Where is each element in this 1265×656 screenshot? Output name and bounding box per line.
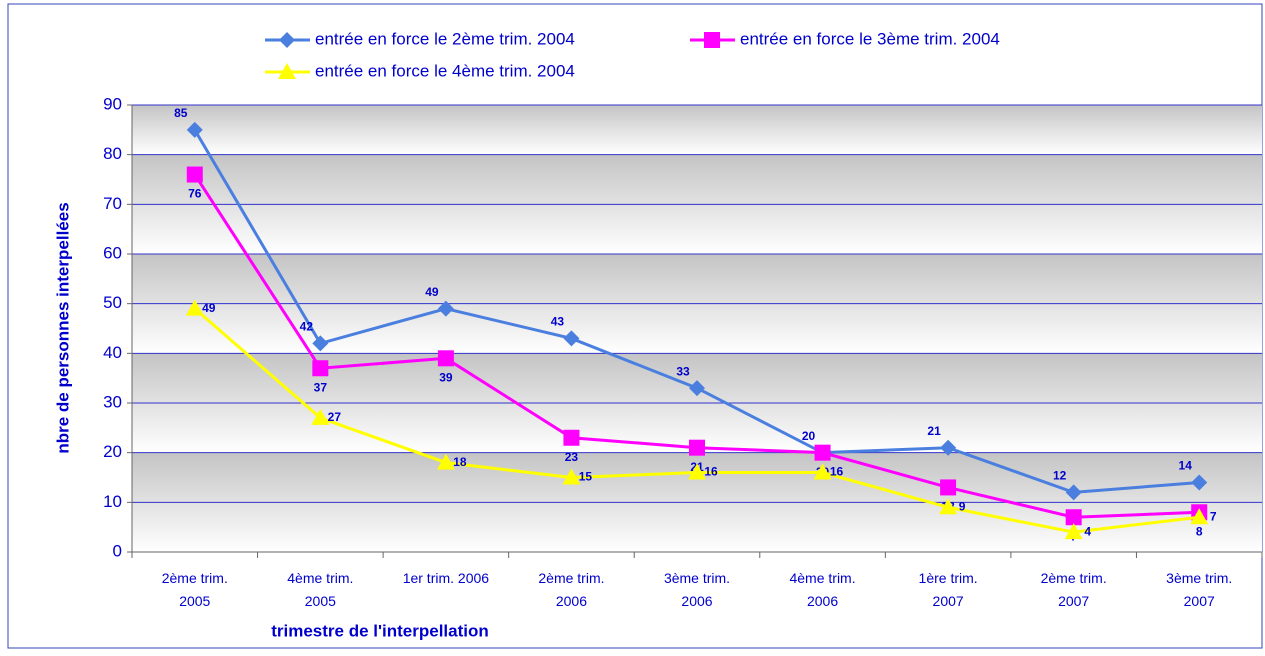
y-axis-label: nbre de personnes interpellées	[53, 202, 72, 453]
legend-label: entrée en force le 4ème trim. 2004	[315, 61, 575, 80]
data-label: 14	[1179, 459, 1193, 473]
marker	[1064, 523, 1083, 540]
marker	[1065, 484, 1082, 501]
marker	[689, 380, 705, 397]
data-label: 23	[565, 450, 579, 464]
data-label: 7	[1210, 509, 1217, 523]
marker	[814, 444, 831, 461]
marker	[704, 32, 720, 48]
marker	[1191, 474, 1208, 491]
marker	[939, 498, 958, 515]
marker	[312, 335, 329, 352]
x-tick-label: 1er trim. 2006	[403, 570, 490, 586]
data-label: 76	[188, 187, 202, 201]
x-tick-label: 3ème trim. 2007	[1166, 570, 1232, 609]
y-tick-label: 40	[103, 343, 122, 362]
data-label: 8	[1196, 524, 1203, 538]
marker	[311, 408, 330, 425]
marker	[689, 439, 705, 456]
marker	[312, 360, 329, 377]
data-label: 16	[830, 465, 844, 479]
y-tick-label: 0	[113, 541, 122, 560]
marker	[186, 166, 203, 183]
y-tick-label: 50	[103, 293, 122, 312]
marker	[562, 468, 581, 485]
y-tick-label: 60	[103, 243, 122, 262]
data-label: 20	[802, 429, 816, 443]
x-tick-label: 1ère trim. 2007	[919, 570, 978, 609]
data-label: 21	[927, 424, 941, 438]
marker	[1065, 509, 1082, 526]
data-label: 12	[1053, 469, 1067, 483]
y-tick-label: 90	[103, 94, 122, 113]
marker	[940, 479, 957, 496]
legend-label: entrée en force le 3ème trim. 2004	[740, 29, 1000, 48]
x-tick-label: 3ème trim. 2006	[664, 570, 730, 609]
legend-label: entrée en force le 2ème trim. 2004	[315, 29, 575, 48]
data-label: 49	[202, 301, 216, 315]
y-tick-label: 70	[103, 194, 122, 213]
data-label: 16	[704, 465, 718, 479]
x-tick-label: 2ème trim. 2006	[538, 570, 604, 609]
data-label: 33	[676, 364, 690, 378]
data-label: 27	[328, 410, 342, 424]
marker	[186, 121, 203, 138]
data-label: 4	[1084, 524, 1091, 538]
y-tick-label: 30	[103, 392, 122, 411]
data-label: 85	[174, 106, 188, 120]
marker	[688, 463, 706, 480]
data-label: 43	[551, 315, 565, 329]
x-tick-label: 2ème trim. 2007	[1041, 570, 1107, 609]
y-tick-label: 10	[103, 492, 122, 511]
marker	[437, 350, 454, 367]
marker	[813, 463, 832, 480]
data-label: 15	[579, 470, 593, 484]
marker	[1190, 508, 1209, 525]
data-label: 39	[439, 370, 453, 384]
x-tick-label: 4ème trim. 2005	[287, 570, 353, 609]
data-label: 9	[959, 499, 966, 513]
x-tick-label: 4ème trim. 2006	[789, 570, 855, 609]
plot-band	[132, 105, 1262, 155]
marker	[940, 439, 957, 456]
x-tick-label: 2ème trim. 2005	[162, 570, 228, 609]
y-tick-label: 80	[103, 144, 122, 163]
marker	[563, 429, 580, 446]
marker	[278, 63, 296, 79]
data-label: 42	[300, 320, 314, 334]
data-label: 37	[314, 380, 328, 394]
marker	[436, 453, 455, 470]
marker	[563, 330, 580, 347]
y-tick-label: 20	[103, 442, 122, 461]
data-label: 18	[453, 455, 467, 469]
x-axis-label: trimestre de l'interpellation	[271, 621, 489, 640]
data-label: 49	[425, 285, 439, 299]
marker	[185, 299, 204, 316]
marker	[437, 300, 454, 317]
marker	[279, 32, 295, 48]
